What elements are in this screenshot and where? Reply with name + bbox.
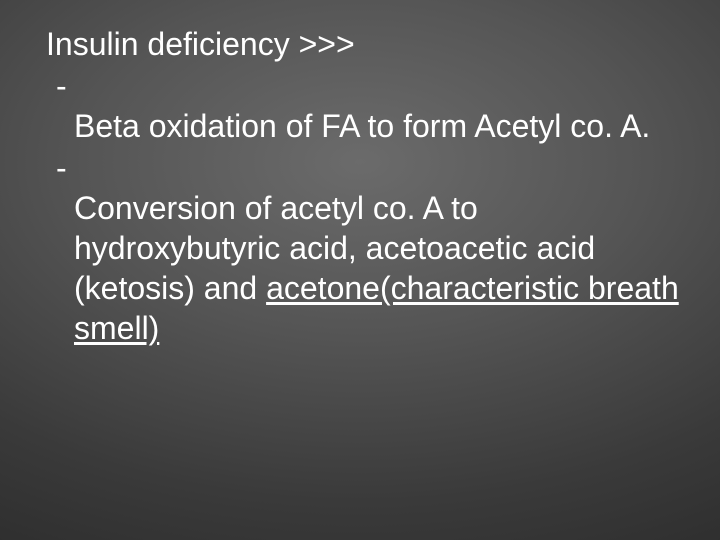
bullet-dash: - [56,150,67,186]
slide-body: Insulin deficiency >>> - Beta oxidation … [40,24,680,348]
bullet-dash: - [56,68,67,104]
bullet-1-text: Beta oxidation of FA to form Acetyl co. … [74,106,680,146]
bullet-2: - Conversion of acetyl co. A to hydroxyb… [40,148,680,348]
slide: Insulin deficiency >>> - Beta oxidation … [0,0,720,540]
bullet-1: - Beta oxidation of FA to form Acetyl co… [40,66,680,146]
slide-title: Insulin deficiency >>> [46,24,680,64]
